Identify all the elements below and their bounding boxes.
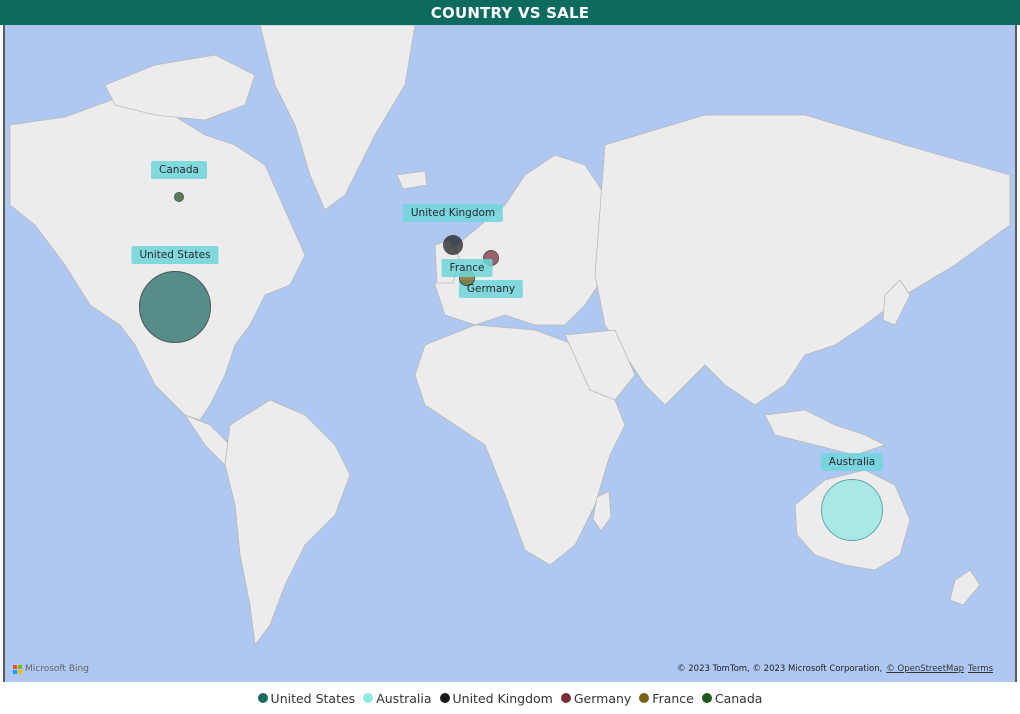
africa-landmass: [414, 324, 626, 566]
bubble-united-states[interactable]: [139, 271, 211, 343]
bing-logo: Microsoft Bing: [13, 664, 89, 674]
bubble-label-germany: Germany: [458, 280, 524, 298]
legend-label: Australia: [376, 690, 432, 706]
chart-title: COUNTRY VS SALE: [0, 0, 1020, 25]
new-zealand-landmass: [949, 569, 981, 606]
map-canvas[interactable]: United States Australia United Kingdom Germ…: [3, 25, 1017, 682]
world-basemap: [9, 25, 1011, 647]
bubble-label-united-kingdom: United Kingdom: [402, 204, 504, 222]
legend: United States Australia United Kingdom Germ…: [0, 682, 1020, 714]
legend-label: Canada: [714, 690, 763, 706]
legend-dot-icon: [257, 693, 268, 703]
legend-dot-icon: [439, 693, 450, 703]
south-america-landmass: [224, 399, 351, 647]
osm-link[interactable]: © OpenStreetMap: [886, 664, 964, 674]
legend-label: United Kingdom: [452, 690, 553, 706]
bubble-canada[interactable]: [173, 191, 185, 203]
map-attribution: © 2023 TomTom, © 2023 Microsoft Corporat…: [677, 664, 993, 674]
asia-landmass: [594, 114, 1011, 406]
legend-item-canada[interactable]: Canada: [701, 690, 763, 706]
legend-item-united-kingdom[interactable]: United Kingdom: [439, 690, 553, 706]
legend-item-australia[interactable]: Australia: [363, 690, 432, 706]
legend-dot-icon: [701, 693, 712, 703]
iceland-landmass: [396, 170, 428, 190]
legend-dot-icon: [639, 693, 650, 703]
arabian-peninsula-landmass: [564, 329, 636, 401]
bubble-label-canada: Canada: [151, 161, 207, 179]
japan-landmass: [882, 279, 911, 326]
legend-dot-icon: [560, 693, 571, 703]
bubble-label-france: France: [441, 259, 493, 277]
arctic-islands: [104, 54, 256, 121]
bing-logo-text: Microsoft Bing: [25, 664, 89, 674]
terms-link[interactable]: Terms: [967, 664, 993, 674]
greenland-landmass: [259, 25, 416, 211]
legend-label: Germany: [573, 690, 632, 706]
legend-item-france[interactable]: France: [639, 691, 694, 706]
legend-label: United States: [270, 690, 356, 706]
microsoft-logo-icon: [13, 664, 22, 674]
bubble-australia[interactable]: [820, 478, 884, 542]
legend-item-germany[interactable]: Germany: [560, 690, 632, 706]
attribution-text: © 2023 TomTom, © 2023 Microsoft Corporat…: [677, 664, 883, 674]
bubble-label-united-states: United States: [131, 246, 219, 264]
bubble-label-australia: Australia: [820, 453, 884, 471]
bubble-united-kingdom[interactable]: [442, 234, 464, 256]
madagascar-landmass: [592, 490, 612, 532]
southeast-asia-islands: [764, 409, 887, 456]
legend-label: France: [652, 690, 694, 706]
legend-item-united-states[interactable]: United States: [257, 690, 356, 706]
legend-dot-icon: [363, 693, 374, 703]
